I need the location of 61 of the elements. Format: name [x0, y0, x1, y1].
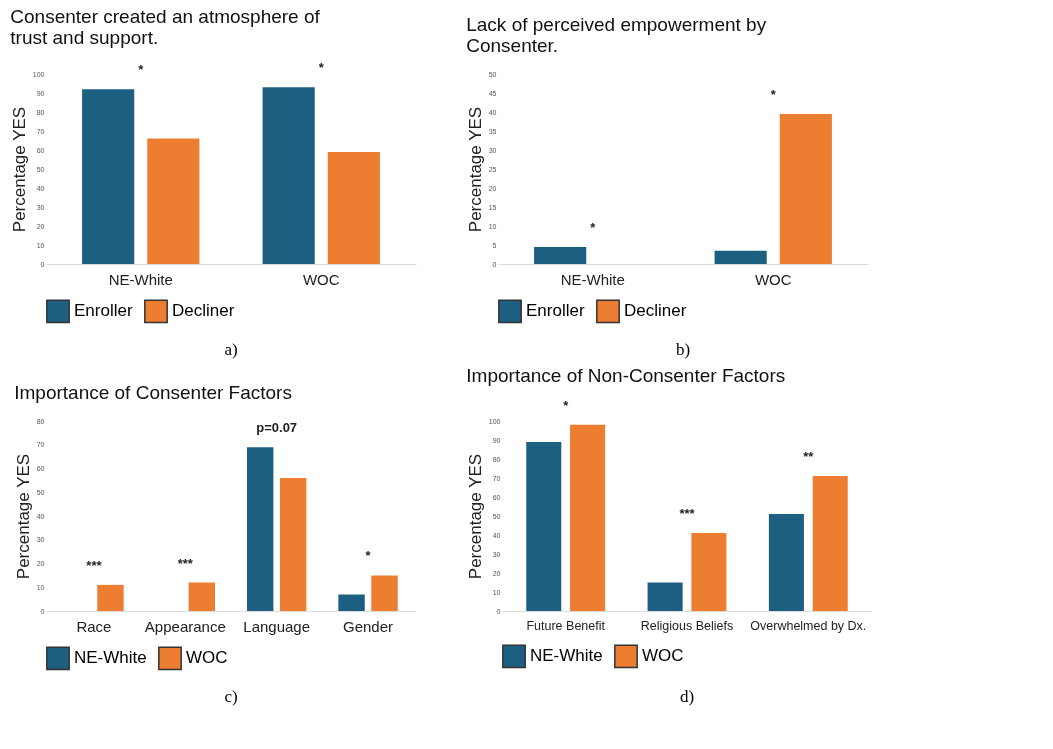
y-axis-title: Percentage YES: [465, 106, 485, 233]
bar: [279, 478, 307, 611]
bar: [779, 113, 832, 264]
bar: [147, 138, 200, 264]
bar: [371, 575, 398, 611]
text: a): [224, 340, 238, 359]
chart-title: Importance of Consenter Factors: [14, 382, 292, 403]
bar: [691, 533, 727, 611]
legend-label: NE-White: [74, 648, 147, 668]
x-tick-label: WOC: [302, 270, 340, 288]
y-axis-title: Percentage YES: [465, 453, 485, 580]
text: *: [563, 397, 570, 413]
annotation: *: [138, 62, 145, 78]
x-tick-label: NE-White: [560, 270, 625, 288]
chart-title: Importance of Non-Consenter Factors: [466, 364, 786, 386]
bar: [327, 151, 380, 264]
x-tick-label: Gender: [343, 617, 394, 635]
legend-label: Enroller: [526, 301, 585, 321]
x-tick-label: Race: [76, 617, 112, 635]
annotation: ***: [177, 555, 194, 571]
bar: [188, 582, 216, 611]
annotation: p=0.07: [256, 420, 298, 436]
x-tick-label: Religious Beliefs: [640, 618, 734, 633]
text: b): [675, 340, 691, 359]
y-axis-title: Percentage YES: [13, 453, 33, 580]
x-tick-label: WOC: [754, 270, 792, 288]
annotation: ***: [679, 506, 696, 522]
chart-title: Consenter created an atmosphere of trust and support.: [10, 6, 321, 49]
bar: [262, 87, 315, 264]
bar: [768, 514, 804, 611]
x-tick-label: Overwhelmed by Dx.: [750, 618, 867, 633]
bar: [647, 582, 683, 611]
legend-label: NE-White: [530, 646, 603, 666]
bar: [526, 441, 562, 611]
chart-title: Lack of perceived empowerment by Consenter.: [466, 14, 767, 56]
bar: [812, 476, 848, 611]
legend-label: Decliner: [172, 301, 235, 321]
annotation: *: [590, 219, 597, 235]
annotation: **: [803, 449, 815, 465]
x-tick-label: Language: [243, 617, 311, 635]
bar: [338, 594, 365, 611]
x-tick-label: NE-White: [108, 270, 173, 288]
legend-label: WOC: [642, 646, 684, 666]
text: c): [224, 687, 238, 706]
legend-label: Decliner: [624, 301, 687, 321]
bar: [534, 246, 587, 264]
bar: [246, 447, 274, 611]
bar: [82, 89, 135, 264]
annotation: *: [365, 548, 372, 564]
bar: [570, 424, 606, 611]
annotation: *: [318, 60, 325, 76]
bar: [97, 584, 124, 611]
legend-label: Enroller: [74, 301, 133, 321]
y-axis-title: Percentage YES: [9, 106, 29, 233]
annotation: *: [770, 86, 777, 102]
x-tick-label: Future Benefit: [526, 618, 606, 633]
text: d): [679, 687, 695, 706]
x-tick-label: Appearance: [144, 617, 226, 635]
legend-label: WOC: [186, 648, 228, 668]
annotation: ***: [86, 557, 103, 573]
bar: [714, 250, 767, 264]
